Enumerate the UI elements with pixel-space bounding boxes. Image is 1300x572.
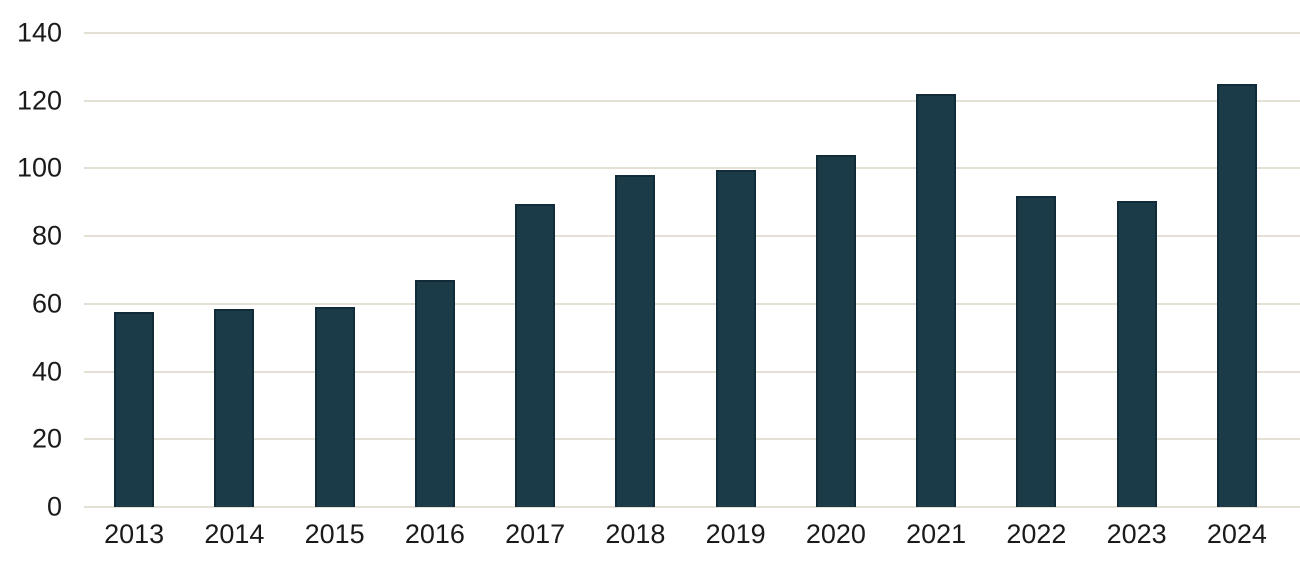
bar-band <box>986 33 1086 507</box>
gridline <box>84 32 1300 34</box>
bar-2013 <box>114 312 155 507</box>
x-axis-tick-label: 2018 <box>605 519 666 549</box>
bar-band <box>886 33 986 507</box>
y-axis-tick-label: 100 <box>16 152 62 183</box>
x-axis-tick-label: 2014 <box>204 519 265 549</box>
bar-band <box>786 33 886 507</box>
bar-band <box>285 33 385 507</box>
gridline <box>84 302 1300 305</box>
bar-band <box>485 33 585 507</box>
x-axis-tick-label: 2020 <box>805 519 866 549</box>
bar-2023 <box>1116 200 1157 507</box>
bar-2017 <box>515 203 556 507</box>
gridline <box>84 506 1300 508</box>
bar-2021 <box>916 93 957 507</box>
bars-layer <box>84 33 1287 507</box>
bar-2016 <box>414 280 455 507</box>
bar-2018 <box>615 175 656 507</box>
x-axis: 2013 2014 2015 2016 2017 2018 2019 2020 2021 2022… <box>84 518 1287 550</box>
gridline <box>84 370 1300 373</box>
bar-band <box>686 33 786 507</box>
y-axis-tick-label: 80 <box>31 220 62 251</box>
y-axis-tick-label: 120 <box>16 85 62 116</box>
x-axis-tick-label: 2024 <box>1206 519 1267 549</box>
bar-band <box>184 33 284 507</box>
y-axis-tick-label: 20 <box>31 423 62 454</box>
y-axis: 0 20 40 60 80 100 120 140 <box>0 19 62 520</box>
plot-area <box>84 32 1300 508</box>
bar-2015 <box>314 307 355 507</box>
y-axis-tick-label: 0 <box>46 491 62 522</box>
x-axis-tick-label: 2023 <box>1106 519 1167 549</box>
x-axis-tick-label: 2022 <box>1006 519 1067 549</box>
x-axis-tick-label: 2019 <box>705 519 766 549</box>
y-axis-tick-label: 60 <box>31 288 62 319</box>
bar-band <box>585 33 685 507</box>
gridline <box>84 235 1300 238</box>
gridline <box>84 167 1300 170</box>
gridline <box>84 438 1300 441</box>
x-axis-tick-label: 2021 <box>906 519 967 549</box>
bar-2022 <box>1016 195 1057 507</box>
gridline <box>84 99 1300 102</box>
y-axis-tick-label: 40 <box>31 356 62 387</box>
x-axis-tick-label: 2015 <box>304 519 365 549</box>
bar-band <box>385 33 485 507</box>
bar-band <box>1087 33 1187 507</box>
x-axis-tick-label: 2016 <box>404 519 465 549</box>
bar-2014 <box>214 308 255 507</box>
bar-band <box>84 33 184 507</box>
y-axis-tick-label: 140 <box>16 17 62 48</box>
x-axis-tick-label: 2017 <box>505 519 566 549</box>
bar-2019 <box>715 170 756 507</box>
x-axis-tick-label: 2013 <box>104 519 165 549</box>
bar-band <box>1187 33 1287 507</box>
bar-2020 <box>815 154 856 507</box>
bar-2024 <box>1216 83 1257 507</box>
